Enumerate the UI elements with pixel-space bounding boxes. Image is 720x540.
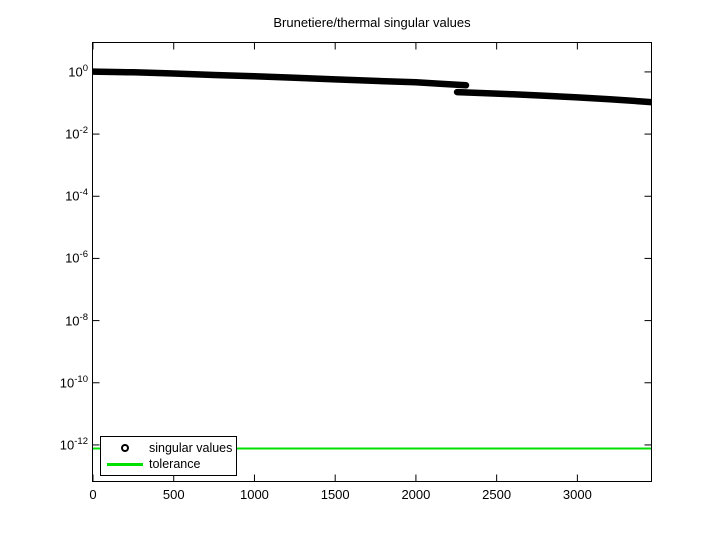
legend-box: singular values tolerance: [100, 436, 237, 476]
singular-values-curve: [93, 68, 470, 89]
legend-item-singular-values: singular values: [101, 440, 236, 456]
y-tick-label: 100: [68, 62, 88, 80]
y-tick-label: 10-2: [65, 125, 88, 142]
legend-label-singular-values: singular values: [149, 441, 233, 455]
x-tick-label: 1500: [320, 487, 350, 502]
legend-marker-cell: [101, 462, 149, 466]
x-tick-label: 2500: [482, 487, 512, 502]
y-tick-label: 10-12: [59, 435, 88, 453]
singular-values-curve: [453, 88, 651, 106]
y-tick-label: 10-4: [65, 187, 88, 204]
x-tick-label: 2000: [401, 487, 431, 502]
open-circle-marker-icon: [121, 444, 129, 452]
plot-area: [92, 42, 652, 482]
y-tick-label: 10-8: [65, 311, 88, 328]
chart-title: Brunetiere/thermal singular values: [273, 15, 471, 30]
plot-svg: [93, 43, 651, 481]
legend-item-tolerance: tolerance: [101, 456, 236, 472]
green-line-marker-icon: [107, 462, 143, 466]
x-tick-label: 3000: [562, 487, 592, 502]
x-tick-label: 500: [162, 487, 185, 502]
y-tick-label: 10-6: [65, 249, 88, 266]
x-tick-label: 1000: [239, 487, 269, 502]
y-tick-label: 10-10: [59, 373, 88, 391]
x-tick-label: 0: [89, 487, 97, 502]
legend-marker-cell: [101, 444, 149, 452]
legend-label-tolerance: tolerance: [149, 457, 201, 471]
